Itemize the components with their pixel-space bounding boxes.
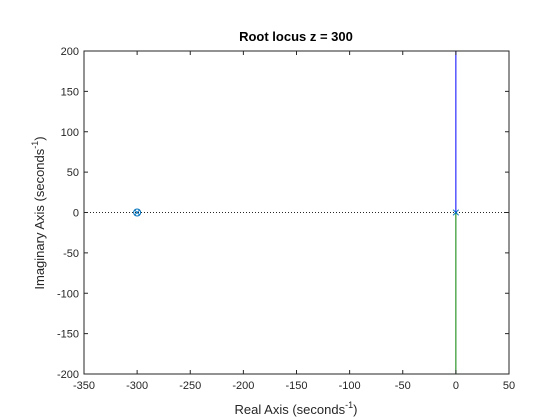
y-tick-label: 0: [73, 208, 79, 220]
y-tick-labels: -200 -150 -100 -50 0 50 100 150 200: [57, 46, 79, 381]
x-tick-label: -350: [73, 380, 95, 392]
x-tick-label: 50: [503, 380, 515, 392]
x-tick-label: -150: [285, 380, 307, 392]
x-axis-title: Real Axis (seconds-1): [235, 400, 358, 417]
y-tick-label: -100: [57, 288, 79, 300]
x-tick-label: -200: [232, 380, 254, 392]
y-tick-label: 200: [61, 46, 79, 58]
x-tick-label: 0: [453, 380, 459, 392]
x-tick-label: -300: [126, 380, 148, 392]
y-tick-label: -50: [63, 248, 79, 260]
y-tick-label: -200: [57, 369, 79, 381]
y-tick-label: 100: [61, 127, 79, 139]
x-tick-label: -250: [179, 380, 201, 392]
pole-marker-1: [452, 209, 460, 216]
x-tick-label: -50: [395, 380, 411, 392]
x-tick-label: -100: [339, 380, 361, 392]
pole-marker-2: [133, 209, 141, 216]
chart-title: Root locus z = 300: [239, 29, 353, 44]
zero-marker-1: [133, 208, 142, 217]
x-tick-labels: -350 -300 -250 -200 -150 -100 -50 0 50: [73, 380, 515, 392]
y-tick-label: 50: [67, 167, 79, 179]
y-axis-title: Imaginary Axis (seconds-1): [30, 136, 47, 289]
axis-ticks: [83, 50, 510, 375]
y-tick-label: 150: [61, 86, 79, 98]
y-tick-label: -150: [57, 329, 79, 341]
pole-zero-markers: [133, 208, 460, 217]
